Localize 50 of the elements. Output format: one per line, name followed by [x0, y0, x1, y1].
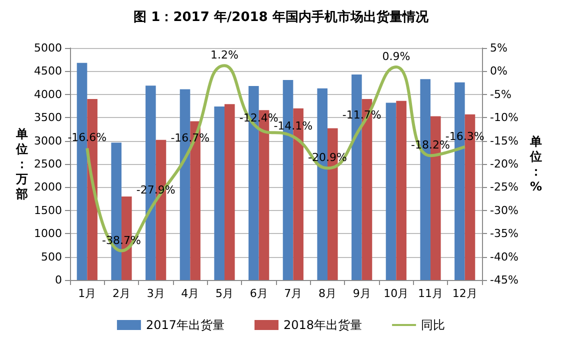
bar — [396, 100, 406, 280]
y2-tick-label: -25% — [490, 180, 518, 194]
x-tick-label: 1月 — [78, 287, 96, 300]
bar — [214, 106, 224, 280]
y2-tick-label: -30% — [490, 204, 518, 217]
y2-tick-label: -10% — [490, 111, 518, 124]
bar — [224, 104, 235, 280]
y2-tick-label: -5% — [490, 88, 512, 101]
x-tick-label: 11月 — [418, 287, 443, 300]
x-tick-label: 3月 — [146, 287, 165, 300]
x-tick-label: 5月 — [216, 287, 234, 300]
data-label: -38.7% — [102, 234, 141, 247]
x-tick-label: 6月 — [250, 287, 268, 300]
data-label: 1.2% — [210, 48, 238, 62]
legend-label: 2018年出货量 — [284, 318, 362, 332]
y2-tick-label: -35% — [490, 227, 518, 240]
y2-tick-label: -40% — [490, 250, 518, 264]
data-label: -14.1% — [274, 120, 313, 133]
x-tick-label: 9月 — [352, 287, 371, 300]
y-tick-label: 3500 — [34, 111, 62, 124]
y-tick-label: 4500 — [34, 64, 62, 78]
y2-tick-label: 0% — [490, 64, 508, 78]
y2-tick-label: 5% — [490, 42, 508, 54]
bar — [386, 102, 396, 280]
y-tick-label: 3000 — [34, 134, 62, 148]
y-tick-label: 2000 — [34, 180, 62, 194]
y-tick-label: 1000 — [34, 227, 62, 240]
x-tick-label: 8月 — [318, 287, 336, 300]
y2-tick-label: -15% — [490, 134, 518, 148]
chart-title: 图 1：2017 年/2018 年国内手机市场出货量情况 — [134, 9, 430, 25]
x-tick-label: 4月 — [181, 287, 200, 300]
y-tick-label: 2500 — [34, 158, 62, 170]
data-label: 0.9% — [382, 50, 410, 64]
x-tick-label: 2月 — [112, 287, 130, 300]
x-tick-label: 12月 — [452, 287, 478, 300]
y-axis-title: 单位：万部 — [15, 127, 28, 201]
y2-tick-label: -20% — [490, 158, 518, 170]
legend-label: 同比 — [421, 318, 446, 332]
legend-label: 2017年出货量 — [146, 318, 225, 332]
y-tick-label: 1500 — [34, 204, 62, 217]
y-tick-label: 0 — [55, 274, 62, 286]
data-label: -20.9% — [308, 151, 347, 164]
y-tick-label: 4000 — [34, 88, 62, 101]
x-tick-label: 7月 — [284, 287, 302, 300]
data-label: -16.6% — [68, 131, 107, 144]
y-tick-label: 5000 — [34, 42, 62, 54]
y2-axis-title: 单位：% — [529, 134, 542, 194]
x-tick-label: 10月 — [384, 287, 409, 300]
y-tick-label: 500 — [41, 250, 62, 264]
y2-tick-label: -45% — [490, 274, 518, 286]
